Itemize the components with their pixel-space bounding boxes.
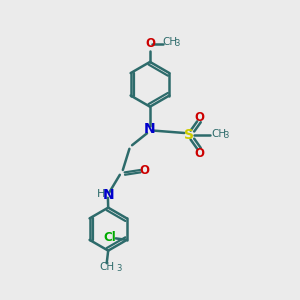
Text: S: S	[184, 128, 194, 142]
Text: Cl: Cl	[103, 231, 116, 244]
Text: N: N	[102, 188, 114, 202]
Text: 3: 3	[117, 264, 122, 273]
Text: CH: CH	[211, 129, 226, 139]
Text: O: O	[140, 164, 150, 176]
Text: CH: CH	[163, 37, 178, 47]
Text: O: O	[145, 37, 155, 50]
Text: O: O	[195, 147, 205, 160]
Text: 3: 3	[223, 131, 229, 140]
Text: 3: 3	[175, 40, 180, 49]
Text: N: N	[144, 122, 156, 136]
Text: O: O	[195, 111, 205, 124]
Text: H: H	[97, 189, 106, 199]
Text: CH: CH	[99, 262, 114, 272]
